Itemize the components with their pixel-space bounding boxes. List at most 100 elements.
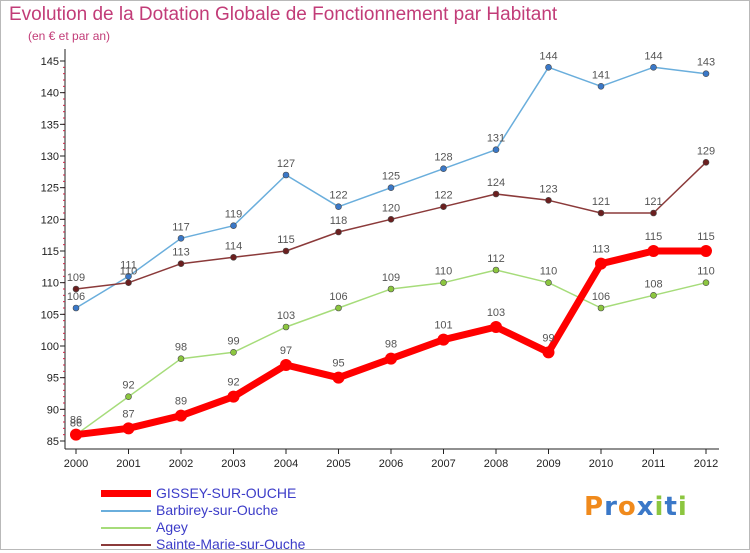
data-label: 110 [697,266,715,278]
data-label: 98 [175,342,187,354]
chart-subtitle: (en € et par an) [28,29,111,43]
data-label: 118 [330,215,348,227]
data-label: 98 [385,339,397,351]
data-point [177,260,185,267]
x-tick-label: 2009 [536,458,560,470]
logo-letter: r [604,492,618,522]
data-label: 97 [280,345,292,357]
logo-letter: i [654,492,665,522]
data-label: 110 [435,266,453,278]
chart-title: Evolution de la Dotation Globale de Fonc… [9,4,558,25]
data-point [542,346,555,359]
x-tick-label: 2012 [694,458,718,470]
data-point [125,273,132,280]
data-point [647,245,660,257]
data-point [72,285,80,293]
data-label: 125 [382,171,400,183]
data-point [122,422,135,435]
data-label: 127 [277,158,295,170]
data-point [332,371,345,384]
data-label: 144 [539,50,557,62]
data-point [335,304,342,312]
x-tick-label: 2010 [589,458,613,470]
data-point [282,323,290,331]
data-label: 124 [487,177,505,189]
data-point [650,64,657,71]
data-point [650,209,657,217]
data-label: 95 [332,358,344,370]
legend-swatch [101,510,151,512]
y-tick-label: 140 [41,88,59,100]
data-point [597,83,605,90]
data-point [230,222,237,229]
data-label: 115 [697,231,715,243]
data-label: 92 [122,380,134,392]
data-label: 101 [434,320,452,332]
data-label: 119 [225,209,243,221]
data-label: 115 [645,231,663,243]
data-label: 106 [592,291,610,303]
data-point [440,203,447,210]
data-label: 110 [540,266,558,278]
x-tick-label: 2001 [116,458,140,470]
data-point [385,352,397,365]
data-point [700,245,712,257]
data-point [335,203,342,210]
y-tick-label: 135 [41,119,59,131]
data-point [492,146,500,153]
legend-swatch [101,544,151,546]
y-tick-label: 130 [41,151,59,163]
data-point [175,409,187,422]
data-point [490,321,502,333]
series-lines [70,64,712,441]
data-point [335,228,342,236]
data-label: 109 [67,272,85,284]
data-point [440,165,447,172]
data-label: 141 [592,69,610,81]
data-point [597,209,605,217]
data-label: 87 [122,408,134,420]
y-tick-label: 85 [47,436,59,448]
data-label: 103 [277,310,295,322]
data-point [595,257,607,270]
data-point [177,235,185,242]
data-label: 111 [120,259,137,271]
data-point [545,197,552,204]
x-tick-label: 2008 [484,458,508,470]
data-label: 115 [277,234,295,246]
x-tick-label: 2011 [642,458,666,470]
data-point [387,216,395,223]
data-point [597,304,605,312]
x-tick-label: 2003 [221,458,245,470]
proxiti-logo: Proxiti [584,492,688,522]
y-tick-label: 105 [41,309,59,321]
y-tick-label: 145 [41,56,59,68]
y-tick-label: 95 [47,373,59,385]
data-label: 120 [382,202,400,214]
data-point [282,247,290,255]
y-tick-label: 110 [41,278,59,290]
x-tick-label: 2006 [379,458,403,470]
logo-letter: x [636,492,655,522]
y-tick-label: 115 [41,246,59,258]
data-label: 112 [487,253,505,265]
data-label: 86 [70,415,82,427]
series-line-agey [75,269,707,436]
data-label: 121 [592,196,610,208]
data-point [230,349,237,356]
data-label: 92 [227,377,239,389]
data-point [230,254,237,261]
data-label: 109 [382,272,400,284]
data-point [72,304,80,312]
data-label: 129 [697,145,715,157]
data-label: 143 [697,57,715,69]
legend-label: Barbirey-sur-Ouche [156,502,279,518]
data-labels: 106 111 117 119 127 122 125 128 131 144 141 144 143 1… [67,50,715,429]
data-point [227,390,240,403]
y-tick-label: 120 [41,214,59,226]
data-point [545,64,552,71]
legend-swatch [101,490,151,497]
data-label: 122 [329,190,347,202]
